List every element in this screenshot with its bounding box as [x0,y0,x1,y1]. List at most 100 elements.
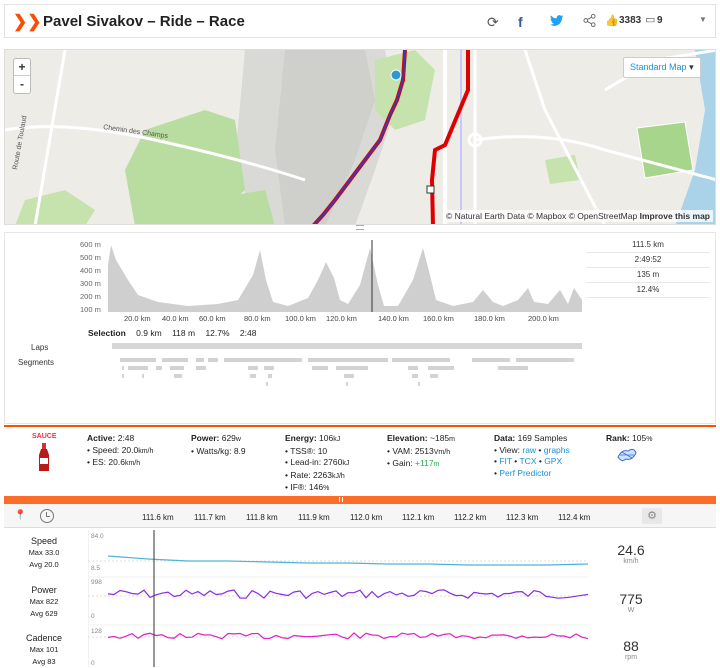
tcx-link[interactable]: TCX [519,456,537,466]
chevron-down-icon[interactable]: ▼ [699,15,707,24]
elev-value: ~185 [430,433,450,443]
cadence-row-label: Cadence Max 101 Avg 83 [4,632,84,668]
perf-predictor-link[interactable]: Perf Predictor [499,467,552,478]
gain-unit: m [433,461,440,468]
timeline-header: 📍 111.6 km 111.7 km 111.8 km 111.9 km 11… [4,504,716,528]
gain-label: Gain: [392,458,413,468]
energy-column: Energy: 106kJ • TSS®: 10 • Lead-in: 2760… [285,433,350,492]
map-tiles[interactable]: Chemin des Champs Route de Toulaud [5,50,716,225]
map-style-select[interactable]: Standard Map ▾ [623,57,701,78]
tss-value: TSS®: 10 [290,445,328,456]
view-label: View: [499,444,520,455]
selection-distance: 0.9 km [136,328,162,338]
x-tick: 60.0 km [199,314,226,323]
zoom-out-button[interactable]: - [20,77,24,91]
refresh-icon[interactable]: ⟳ [487,14,499,30]
stat-distance: 111.5 km [586,238,710,253]
power-title: Power [31,585,57,595]
power-series [107,589,588,600]
kudos-icon[interactable]: 👍 [605,15,619,27]
selection-label: Selection [88,328,126,338]
if-value: IF®: 146 [290,482,324,492]
x-tick: 100.0 km [285,314,316,323]
wkg-value: Watts/kg: 8.9 [196,445,246,456]
speed-series [107,555,588,566]
energy-label: Energy: [285,433,317,443]
power-current: 775 W [586,591,676,614]
data-samples: 169 Samples [517,433,568,443]
power-row-label: Power Max 822 Avg 629 [4,584,84,620]
speed-max: Max 33.0 [28,548,60,557]
strava-logo-icon[interactable]: ❯❯ [13,12,42,31]
elev-unit: m [449,436,455,443]
if-unit: % [323,485,330,492]
active-value: 2:48 [117,433,135,443]
stat-time: 2:49:52 [586,253,710,268]
elevation-chart[interactable] [108,240,582,312]
share-icon[interactable] [583,14,596,30]
y-tick: 600 m [80,240,101,249]
speed-ymin: 8.5 [91,565,101,572]
cadence-max: Max 101 [29,645,59,654]
power-value: 629 [221,433,236,443]
panel-divider[interactable] [4,496,716,504]
fit-link[interactable]: FIT [499,456,512,466]
stat-elevation: 135 m [586,268,710,283]
kudos-count[interactable]: 3383 [619,15,642,26]
power-label: Power: [191,433,220,443]
timeline-x-tick: 112.3 km [506,513,539,522]
y-tick: 300 m [80,279,101,288]
timeline-x-tick: 111.6 km [142,513,174,522]
speed-value: Speed: 20.0 [92,444,139,455]
x-tick: 80.0 km [244,314,271,323]
rate-value: Rate: 2263 [290,469,332,480]
sauce-logo: SAUCE [32,433,57,440]
speed-row-label: Speed Max 33.0 Avg 20.0 [4,535,84,571]
view-raw-link[interactable]: raw [522,444,537,455]
map-style-label: Standard Map [630,62,687,72]
chevron-down-icon: ▾ [689,62,694,72]
elev-label: Elevation: [387,433,428,443]
power-ymax: 998 [91,579,102,586]
es-value: ES: 20.6 [92,457,125,467]
zoom-in-button[interactable]: + [14,59,30,76]
x-tick: 180.0 km [474,314,505,323]
sauce-stats-panel: SAUCE Active: 2:48 • Speed: 20.0km/h • E… [4,425,716,497]
resize-handle[interactable] [356,225,364,230]
map-pin-icon[interactable]: 📍 [14,510,27,521]
clock-icon[interactable] [40,509,54,523]
elevation-stats: 111.5 km 2:49:52 135 m 12.4% [586,238,710,298]
comment-icon[interactable]: ▭ [645,14,656,26]
power-current-unit: W [627,607,635,614]
speed-ymax: 84.0 [91,533,104,540]
selection-summary: Selection 0.9 km 118 m 12.7% 2:48 [88,328,264,338]
timeline-charts[interactable] [88,530,588,667]
x-tick: 200.0 km [528,314,559,323]
comment-count[interactable]: 9 [657,15,663,26]
rate-unit: kJ/h [331,472,345,480]
view-graphs-link[interactable]: graphs [543,444,570,455]
route-map[interactable]: Chemin des Champs Route de Toulaud + - S… [4,49,716,225]
sauce-bottle-icon [39,443,49,471]
rank-badge-icon[interactable] [616,445,638,463]
rank-value: 105 [632,433,647,443]
power-ymin: 0 [91,613,95,620]
lap-bar[interactable] [112,343,582,349]
segments-track[interactable] [112,356,582,396]
cadence-ymin: 0 [91,660,95,667]
twitter-share-icon[interactable] [550,14,564,30]
gpx-link[interactable]: GPX [544,456,563,466]
elevation-panel [4,232,716,424]
active-label: Active: [87,433,116,443]
selection-grade: 12.7% [205,328,230,338]
x-tick: 140.0 km [378,314,409,323]
power-unit: w [235,436,241,443]
facebook-share-icon[interactable]: f [518,14,523,30]
rank-column: Rank: 105% [606,433,652,446]
laps-label: Laps [31,343,49,352]
speed-current-unit: km/h [623,558,639,565]
cadence-ymax: 128 [91,628,102,635]
improve-map-link[interactable]: Improve this map [639,211,710,221]
timeline-x-tick: 111.7 km [194,513,226,522]
settings-gear-icon[interactable]: ⚙ [642,508,662,524]
